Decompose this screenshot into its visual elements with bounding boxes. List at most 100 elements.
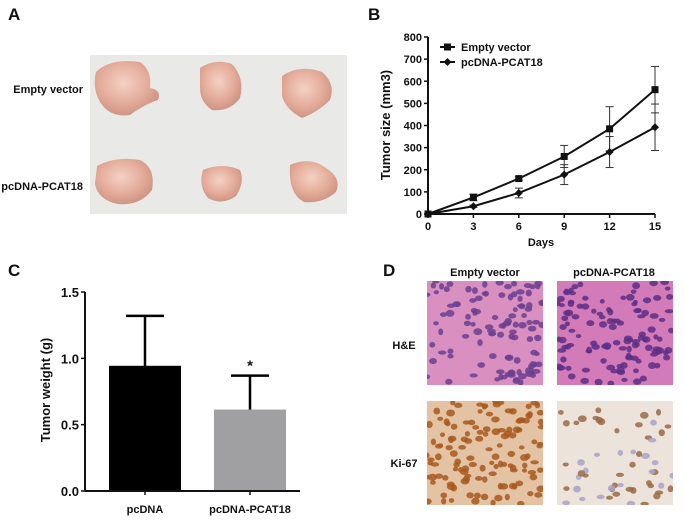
nucleus (632, 378, 642, 385)
nucleus (465, 285, 472, 293)
nucleus (427, 374, 431, 380)
nucleus (658, 482, 665, 489)
nucleus (577, 470, 586, 477)
nucleus (641, 452, 650, 460)
nucleus (630, 487, 637, 494)
nucleus (620, 295, 627, 300)
nucleus (438, 328, 444, 336)
nucleus (667, 327, 673, 334)
he-empty-vector-image (427, 281, 543, 385)
nucleus (597, 418, 606, 426)
nucleus (523, 283, 532, 289)
nucleus (508, 313, 517, 319)
nucleus (518, 373, 527, 380)
series-line-empty-vector (427, 88, 656, 215)
nucleus (488, 353, 497, 360)
row-label-ki67: Ki-67 (391, 458, 418, 470)
nucleus (489, 460, 495, 466)
nucleus (526, 319, 533, 326)
nucleus (658, 429, 665, 437)
nucleus (653, 334, 659, 340)
nucleus (485, 411, 494, 417)
data-point (424, 210, 432, 218)
nucleus (504, 408, 514, 414)
column-label-pcdna-pcat18: pcDNA-PCAT18 (573, 267, 655, 279)
legend-label: pcDNA-PCAT18 (461, 57, 543, 69)
nucleus (538, 299, 543, 306)
data-point (651, 123, 659, 132)
nucleus (461, 333, 470, 339)
nucleus (469, 373, 478, 378)
nucleus (440, 492, 448, 499)
nucleus (512, 426, 522, 434)
nucleus (472, 425, 480, 430)
nucleus (626, 345, 632, 353)
data-point (560, 170, 569, 179)
nucleus (649, 352, 658, 357)
nucleus (496, 369, 505, 375)
nucleus (446, 481, 455, 487)
nucleus (470, 321, 476, 327)
nucleus (495, 281, 504, 286)
nucleus (447, 435, 457, 442)
nucleus (481, 404, 488, 410)
nucleus (442, 475, 449, 481)
nucleus (446, 409, 456, 417)
nucleus (594, 378, 603, 385)
nucleus (617, 483, 624, 488)
nucleus (454, 402, 463, 408)
nucleus (617, 450, 624, 456)
nucleus (562, 500, 570, 505)
nucleus (449, 450, 458, 457)
nucleus (565, 365, 572, 371)
y-tick-label: 0.5 (61, 418, 79, 433)
nucleus (563, 288, 570, 295)
x-axis-title: Days (528, 237, 554, 249)
nucleus (562, 462, 569, 467)
nucleus (439, 432, 446, 438)
nucleus (664, 286, 671, 291)
ki67-empty-vector-image (427, 401, 543, 505)
nuclei (427, 281, 543, 385)
nucleus (527, 470, 537, 475)
nucleus (490, 499, 496, 505)
nucleus (509, 468, 518, 473)
nucleus (517, 500, 525, 505)
nucleus (481, 291, 487, 296)
nucleus (491, 314, 499, 321)
nucleus (535, 284, 541, 290)
nucleus (639, 375, 647, 382)
nucleus (621, 377, 628, 382)
nucleus (448, 498, 455, 503)
nucleus (433, 407, 441, 415)
y-tick-label: 1.0 (61, 351, 79, 366)
nucleus (468, 462, 477, 468)
nucleus (577, 415, 587, 423)
nucleus (460, 477, 470, 485)
data-point (514, 188, 523, 197)
nucleus (625, 352, 632, 360)
significance-asterisk: * (247, 358, 253, 375)
nucleus (581, 367, 591, 373)
nucleus (630, 289, 637, 294)
nucleus (567, 301, 575, 308)
nucleus (515, 480, 524, 487)
nucleus (458, 444, 467, 450)
nucleus (482, 431, 489, 437)
nucleus (507, 293, 514, 301)
x-tick-label: 15 (649, 221, 661, 233)
nucleus (521, 313, 527, 319)
nucleus (663, 354, 671, 361)
nucleus (626, 500, 636, 505)
nucleus (651, 460, 659, 466)
data-point (469, 202, 478, 211)
nucleus (630, 449, 637, 455)
nucleus (454, 458, 462, 465)
nucleus (443, 418, 450, 426)
nucleus (525, 412, 533, 419)
x-tick-label: 9 (561, 221, 567, 233)
nucleus (450, 423, 458, 430)
nucleus (507, 373, 516, 378)
y-axis-title: Tumor size (mm3) (378, 70, 393, 180)
